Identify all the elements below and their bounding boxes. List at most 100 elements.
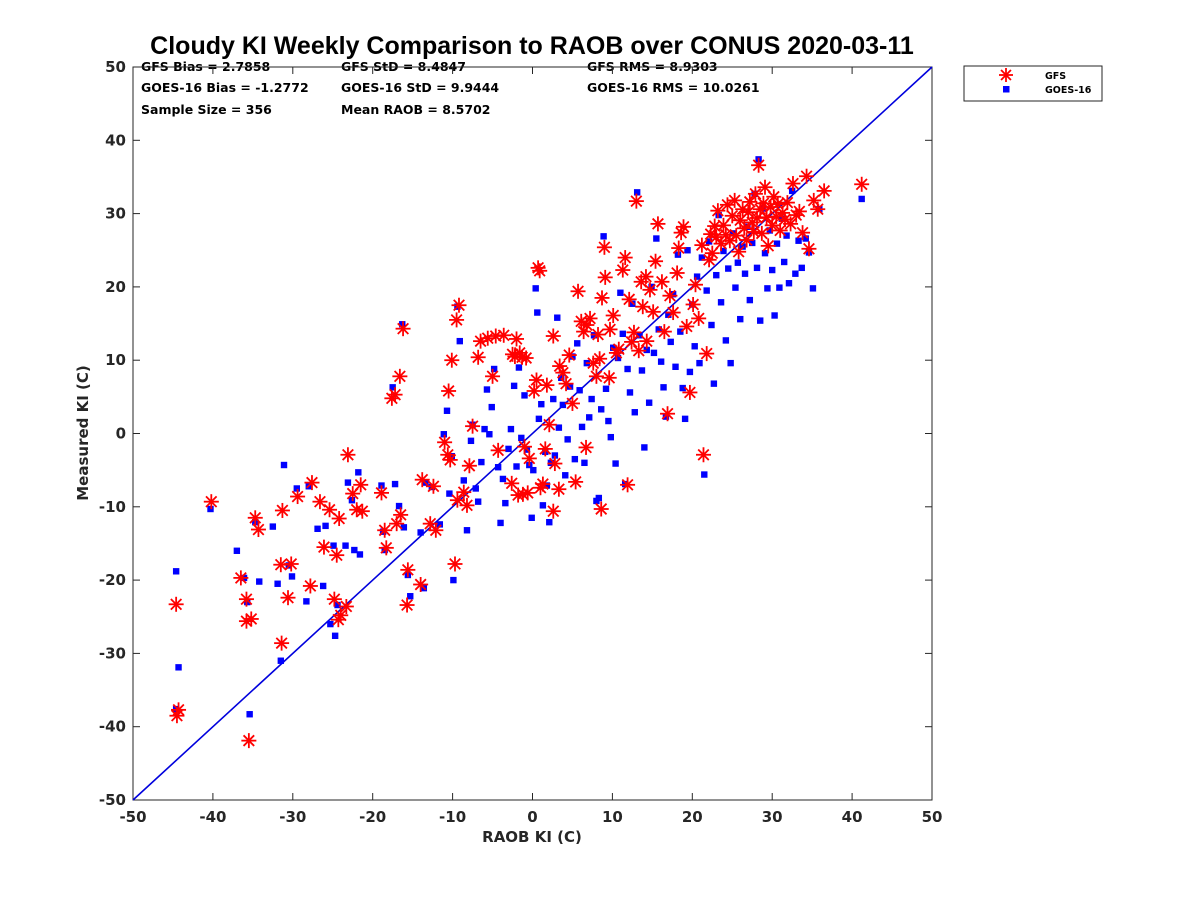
goes16-point [809, 285, 817, 292]
gfs-point [704, 245, 720, 261]
goes16-point [481, 425, 488, 433]
goes16-point [505, 445, 512, 453]
goes16-point [559, 401, 567, 409]
y-tick-label: 50 [105, 58, 126, 76]
gfs-point [662, 288, 678, 304]
goes16-point [617, 289, 624, 296]
goes16-point [757, 317, 764, 324]
goes16-point [474, 498, 482, 505]
gfs-point [395, 321, 411, 337]
gfs-point [715, 217, 731, 233]
gfs-point [442, 452, 458, 468]
gfs-point [555, 365, 571, 381]
goes16-point [443, 407, 451, 414]
gfs-point [340, 447, 356, 463]
gfs-point [558, 376, 574, 392]
gfs-point [779, 195, 795, 211]
goes16-point [400, 524, 408, 531]
gfs-point [656, 324, 672, 340]
y-tick-label: 40 [105, 131, 126, 149]
goes16-point [698, 254, 706, 261]
gfs-point [592, 351, 608, 367]
goes16-point [725, 265, 732, 272]
statistics-block: GFS Bias = 2.7858 GFS StD = 8.4847 GFS RMS… [141, 59, 760, 117]
x-tick-label: 20 [682, 808, 703, 826]
gfs-point [615, 262, 631, 278]
gfs-point [243, 611, 259, 627]
gfs-point [747, 186, 763, 202]
gfs-point [425, 478, 441, 494]
goes16-point [858, 195, 865, 203]
gfs-point [594, 290, 610, 306]
goes16-point [720, 247, 727, 255]
goes16-point [667, 338, 674, 346]
goes16-point [530, 466, 537, 474]
gfs-point [660, 406, 676, 422]
gfs-point [605, 307, 621, 323]
gfs-point [456, 484, 472, 500]
goes16-point [638, 367, 646, 374]
gfs-point [354, 503, 370, 519]
gfs-point [168, 596, 184, 612]
goes16-point [722, 337, 730, 344]
goes16-point [277, 657, 285, 664]
gfs-point [449, 312, 465, 328]
goes16-point [753, 264, 761, 272]
gfs-point [241, 733, 257, 749]
gfs-point [331, 511, 347, 527]
x-tick-label: 10 [602, 808, 623, 826]
goes16-point [795, 237, 802, 244]
goes16-point [331, 632, 339, 640]
goes16-point [783, 232, 790, 239]
goes16-point [562, 472, 569, 479]
gfs-point [650, 216, 666, 232]
goes16-point [785, 280, 793, 287]
goes16-point [293, 485, 300, 492]
gfs-point [691, 310, 707, 326]
goes16-point [645, 399, 653, 406]
goes16-point [598, 406, 605, 413]
goes16-point [543, 482, 551, 489]
goes16-point [322, 522, 329, 530]
goes16-point [448, 453, 456, 460]
goes16-point [693, 273, 701, 280]
legend: GFS GOES-16 [963, 65, 1103, 102]
gfs-point [742, 194, 758, 210]
gfs-point [274, 635, 290, 651]
x-tick-label: -50 [119, 808, 146, 826]
goes16-point [641, 444, 648, 451]
goes16-point [602, 385, 610, 392]
gfs-point [414, 472, 430, 488]
x-tick-label: -20 [359, 808, 386, 826]
goes16-point [472, 485, 479, 492]
goes16-point [314, 525, 321, 532]
goes16-point [727, 359, 734, 367]
y-tick-label: -50 [99, 791, 126, 809]
goes16-point [280, 461, 288, 469]
gfs-point [654, 274, 670, 290]
gfs-point [441, 383, 457, 399]
goes16-point [586, 414, 593, 421]
gfs-point [238, 613, 254, 629]
x-tick-label: 50 [922, 808, 943, 826]
gfs-point [731, 244, 747, 260]
goes16-point [686, 368, 694, 376]
goes16-point [463, 527, 471, 534]
gfs-point [387, 387, 403, 403]
goes16-point [717, 299, 725, 306]
gfs-point [561, 347, 577, 363]
gfs-point [459, 497, 475, 513]
goes16-point [269, 523, 277, 530]
goes16-point [327, 620, 334, 628]
goes16-point [746, 296, 754, 304]
goes16-point [703, 287, 710, 294]
goes16-point [660, 384, 667, 391]
gfs-point [695, 447, 711, 463]
goes16-point [708, 321, 715, 329]
goes16-point [564, 436, 571, 443]
goes16-point [456, 337, 463, 345]
gfs-point [760, 238, 776, 254]
goes16-point [669, 291, 677, 298]
gfs-point [671, 240, 687, 256]
goes16-point [614, 354, 622, 362]
